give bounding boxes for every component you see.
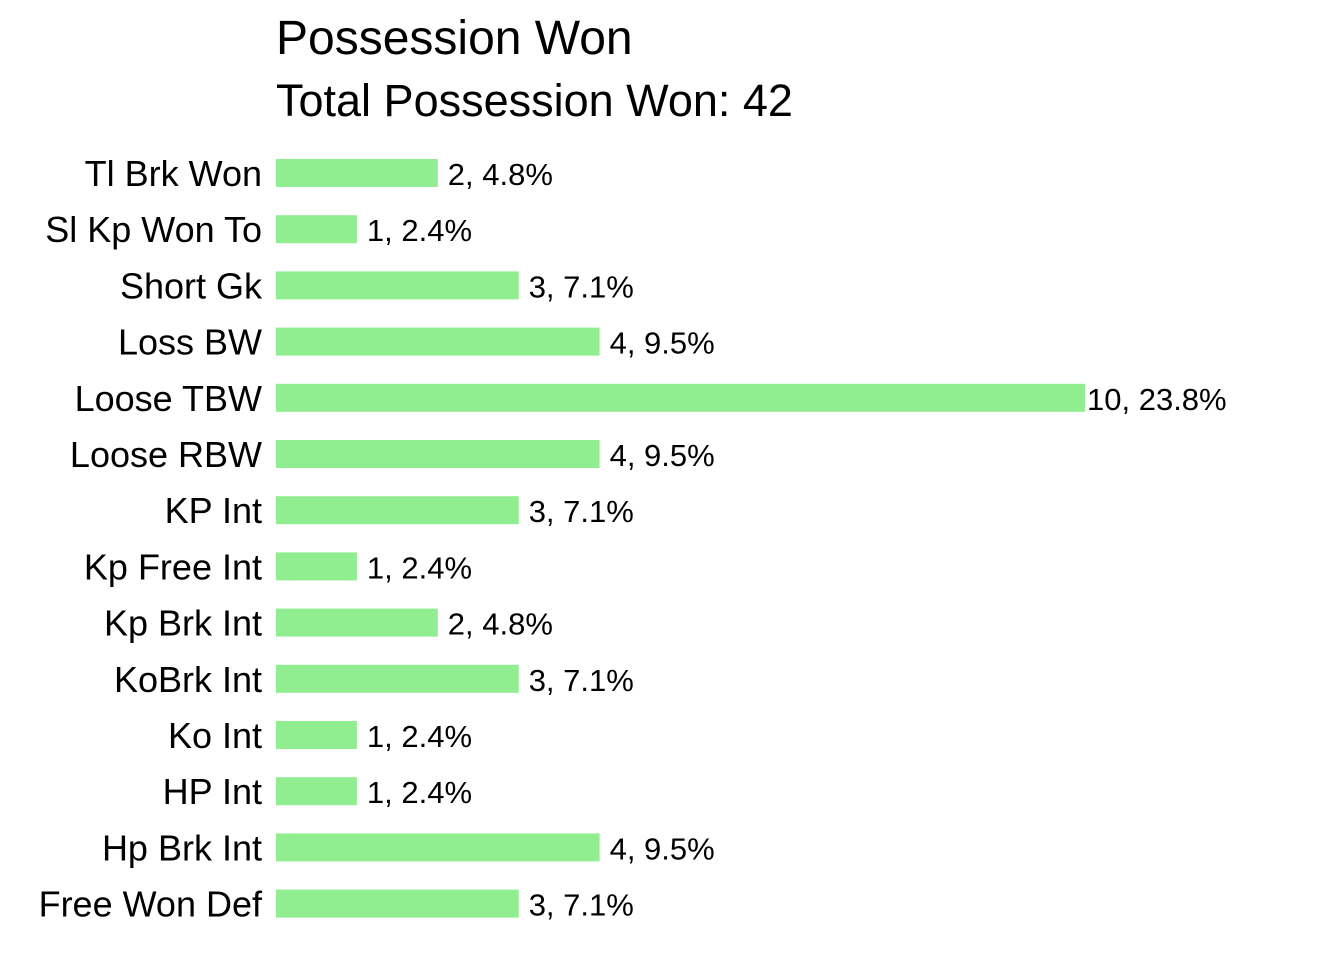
bar	[276, 664, 519, 693]
category-label: Kp Brk Int	[104, 603, 262, 644]
data-labels: 2, 4.8% 1, 2.4% 3, 7.1% 4, 9.5% 10, 23.8% 4, …	[367, 157, 1227, 923]
bar	[276, 383, 1085, 412]
data-label: 1, 2.4%	[367, 775, 472, 810]
chart-subtitle: Total Possession Won: 42	[276, 75, 793, 126]
data-label: 3, 7.1%	[529, 269, 634, 304]
data-label: 2, 4.8%	[448, 607, 553, 642]
chart-title: Possession Won	[276, 12, 633, 65]
category-labels: Tl Brk Won Sl Kp Won To Short Gk Loss BW Loo…	[39, 153, 263, 925]
data-label: 3, 7.1%	[529, 888, 634, 923]
category-label: Tl Brk Won	[85, 153, 262, 194]
data-label: 4, 9.5%	[610, 831, 715, 866]
category-label: Loose RBW	[70, 434, 262, 475]
data-label: 10, 23.8%	[1087, 382, 1227, 417]
bar	[276, 777, 357, 806]
category-label: Loss BW	[118, 322, 262, 363]
category-label: Loose TBW	[75, 378, 262, 419]
bar	[276, 721, 357, 749]
bar	[276, 215, 357, 244]
bar	[276, 327, 600, 356]
category-label: Hp Brk Int	[102, 827, 262, 868]
category-label: KP Int	[165, 490, 262, 531]
category-label: Ko Int	[168, 715, 262, 756]
category-label: Kp Free Int	[84, 546, 262, 587]
bar	[276, 552, 357, 581]
bar	[276, 889, 519, 918]
data-label: 3, 7.1%	[529, 494, 634, 529]
bar	[276, 271, 519, 300]
category-label: Short Gk	[120, 265, 263, 306]
bar	[276, 608, 438, 637]
bar	[276, 159, 438, 187]
bar	[276, 440, 600, 468]
data-label: 1, 2.4%	[367, 550, 472, 585]
category-label: KoBrk Int	[114, 659, 262, 700]
data-label: 4, 9.5%	[610, 438, 715, 473]
category-label: Sl Kp Won To	[45, 209, 262, 250]
category-label: Free Won Def	[39, 884, 263, 925]
data-label: 1, 2.4%	[367, 719, 472, 754]
bar	[276, 496, 519, 525]
bars	[276, 159, 1085, 918]
data-label: 1, 2.4%	[367, 213, 472, 248]
category-label: HP Int	[163, 771, 262, 812]
bar	[276, 833, 600, 862]
data-label: 4, 9.5%	[610, 326, 715, 361]
data-label: 3, 7.1%	[529, 663, 634, 698]
data-label: 2, 4.8%	[448, 157, 553, 192]
